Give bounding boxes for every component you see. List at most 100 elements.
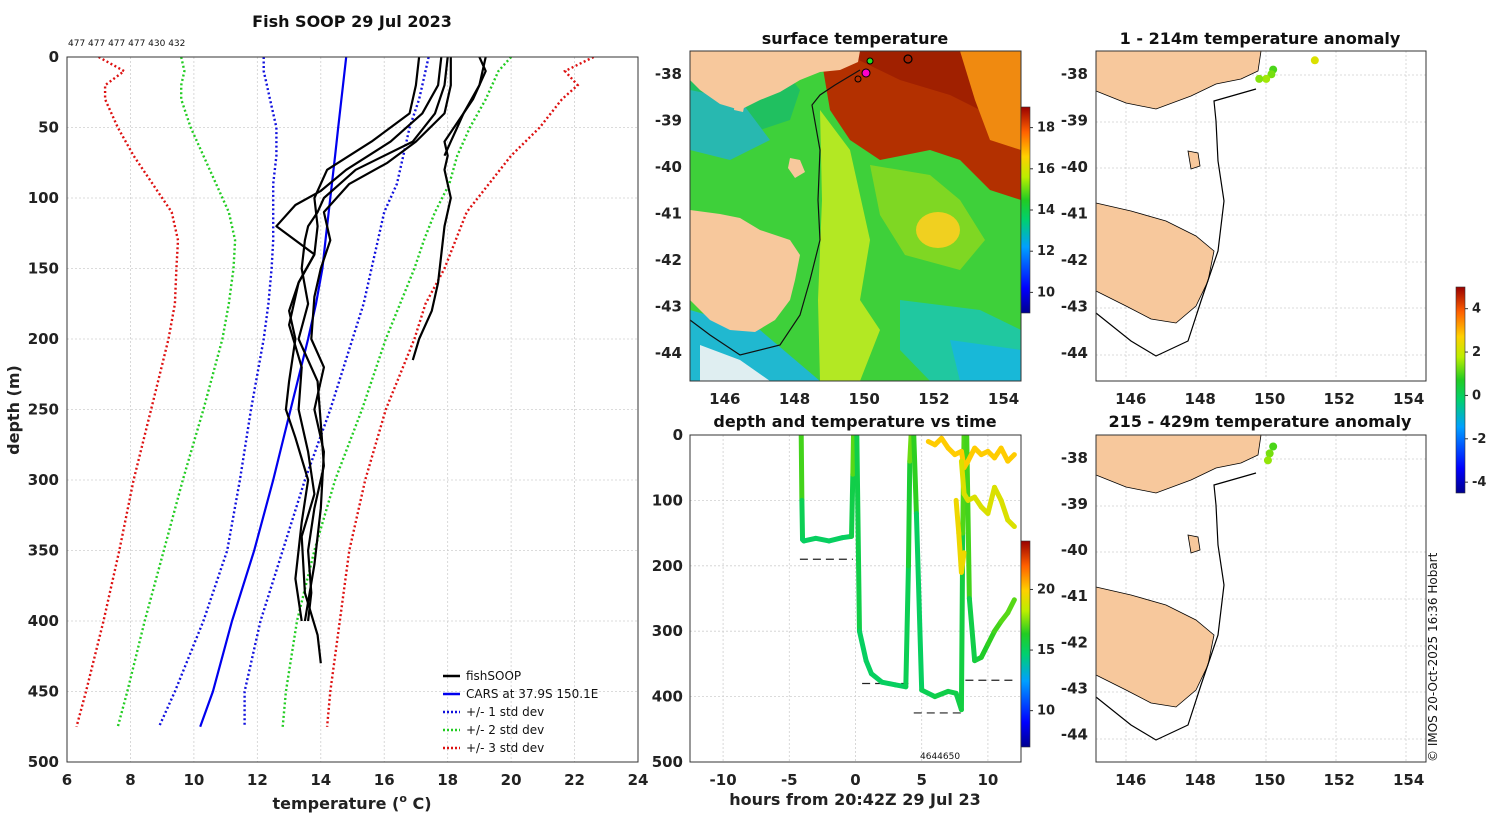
y-tick-label: -43 — [1061, 298, 1088, 316]
x-tick-label: 150 — [849, 390, 880, 408]
legend-entry-fishsoop: fishSOOP — [466, 669, 521, 683]
series-fishsoop-cast — [411, 57, 487, 361]
x-tick-label: 146 — [709, 390, 740, 408]
x-tick-label: 6 — [62, 771, 72, 789]
y-tick-label: -38 — [1061, 449, 1088, 467]
tasmania — [1095, 202, 1215, 324]
y-tick-label: 450 — [28, 683, 59, 701]
x-tick-label: 154 — [988, 390, 1019, 408]
anomaly-point — [1310, 56, 1319, 65]
track-segment — [1005, 517, 1017, 530]
profile-ylabel: depth (m) — [4, 365, 23, 455]
y-tick-label: -39 — [1061, 495, 1088, 513]
x-tick-label: 150 — [1254, 771, 1285, 789]
legend-entry-std1: +/- 1 std dev — [466, 705, 544, 719]
surface-temperature-map: surface temperature — [655, 29, 1055, 408]
series-std-minus2 — [116, 57, 237, 728]
shelf-contour — [1095, 88, 1257, 357]
cast-marker — [866, 57, 874, 65]
colorbar-tick-label: -2 — [1472, 432, 1486, 447]
y-tick-label: -41 — [1061, 587, 1088, 605]
td-colorbar — [1020, 540, 1031, 748]
colorbar-tick-label: 16 — [1037, 162, 1055, 177]
legend-entry-std3: +/- 3 std dev — [466, 741, 544, 755]
x-tick-label: 154 — [1393, 390, 1424, 408]
y-tick-label: -39 — [655, 112, 682, 130]
x-tick-label: 18 — [437, 771, 458, 789]
colorbar-tick-label: 14 — [1037, 203, 1055, 218]
y-tick-label: -43 — [655, 298, 682, 316]
cast-marker — [861, 68, 871, 78]
track-segment — [903, 563, 911, 690]
anomaly-point — [1269, 442, 1278, 451]
x-tick-label: 0 — [850, 771, 860, 789]
legend-entry-std2: +/- 2 std dev — [466, 723, 544, 737]
profile-chart: Fish SOOP 29 Jul 2023 477 477 477 477 43… — [4, 12, 648, 813]
series-std-minus3 — [75, 57, 180, 728]
track-segment — [854, 435, 862, 634]
anomaly-point — [1255, 74, 1264, 83]
mainland — [1095, 434, 1262, 494]
colorbar-tick-label: 12 — [1037, 244, 1055, 259]
anom1-coastline — [1095, 50, 1262, 357]
profile-title: Fish SOOP 29 Jul 2023 — [252, 12, 452, 31]
anomaly-map-shallow: 1 - 214m temperature anomaly 146 148 150 15… — [1061, 29, 1427, 408]
y-tick-label: 400 — [652, 688, 683, 706]
y-tick-label: 300 — [28, 471, 59, 489]
track-segment — [850, 435, 857, 477]
track-segment — [799, 497, 806, 543]
series-std-plus3 — [325, 57, 595, 727]
y-tick-label: -44 — [1061, 344, 1088, 362]
y-tick-label: 150 — [28, 260, 59, 278]
cast-marker — [854, 75, 862, 83]
x-tick-label: 150 — [1254, 390, 1285, 408]
series-fishsoop-cast — [275, 57, 443, 664]
anom1-title: 1 - 214m temperature anomaly — [1120, 29, 1401, 48]
track-segment — [798, 435, 805, 503]
track-segment — [958, 550, 967, 575]
y-tick-label: 500 — [652, 753, 683, 771]
cast-counts-label: 477 477 477 477 430 432 — [68, 39, 185, 49]
track-segment — [958, 458, 967, 497]
y-tick-label: 0 — [49, 48, 59, 66]
y-tick-label: -40 — [1061, 541, 1088, 559]
td-title: depth and temperature vs time — [713, 412, 996, 431]
y-tick-label: 200 — [652, 557, 683, 575]
x-tick-label: 12 — [247, 771, 268, 789]
island — [1187, 534, 1201, 554]
x-tick-label: 154 — [1393, 771, 1424, 789]
series-cars — [199, 57, 348, 728]
y-tick-label: 350 — [28, 542, 59, 560]
colorbar-tick-label: -4 — [1472, 475, 1486, 490]
y-tick-label: -40 — [655, 158, 682, 176]
track-segment — [907, 435, 914, 464]
x-tick-label: 146 — [1115, 771, 1146, 789]
y-tick-label: -43 — [1061, 679, 1088, 697]
x-tick-label: 152 — [1324, 390, 1355, 408]
x-tick-label: 8 — [125, 771, 135, 789]
y-tick-label: -38 — [1061, 65, 1088, 83]
x-tick-label: 14 — [310, 771, 331, 789]
colorbar-tick-label: 18 — [1037, 121, 1055, 136]
x-tick-label: 148 — [779, 390, 810, 408]
island — [1187, 150, 1201, 170]
y-tick-label: -40 — [1061, 158, 1088, 176]
td-annotation: 4644650 — [920, 752, 960, 762]
track-segment — [905, 458, 913, 569]
sst-field — [690, 51, 1021, 381]
y-tick-label: 400 — [28, 612, 59, 630]
x-tick-label: 10 — [183, 771, 204, 789]
series-std-plus1 — [243, 57, 430, 727]
track-segment — [913, 510, 925, 693]
x-tick-label: 152 — [1324, 771, 1355, 789]
y-tick-label: 250 — [28, 401, 59, 419]
track-segment — [1005, 597, 1017, 616]
anomaly-point — [1262, 74, 1271, 83]
sst-colorbar — [1020, 106, 1031, 314]
y-tick-label: -41 — [1061, 205, 1088, 223]
anomaly-colorbar — [1455, 286, 1466, 494]
x-tick-label: 22 — [564, 771, 585, 789]
series-std-plus2 — [281, 57, 512, 727]
track-segment — [1005, 452, 1017, 464]
x-tick-label: 16 — [374, 771, 395, 789]
